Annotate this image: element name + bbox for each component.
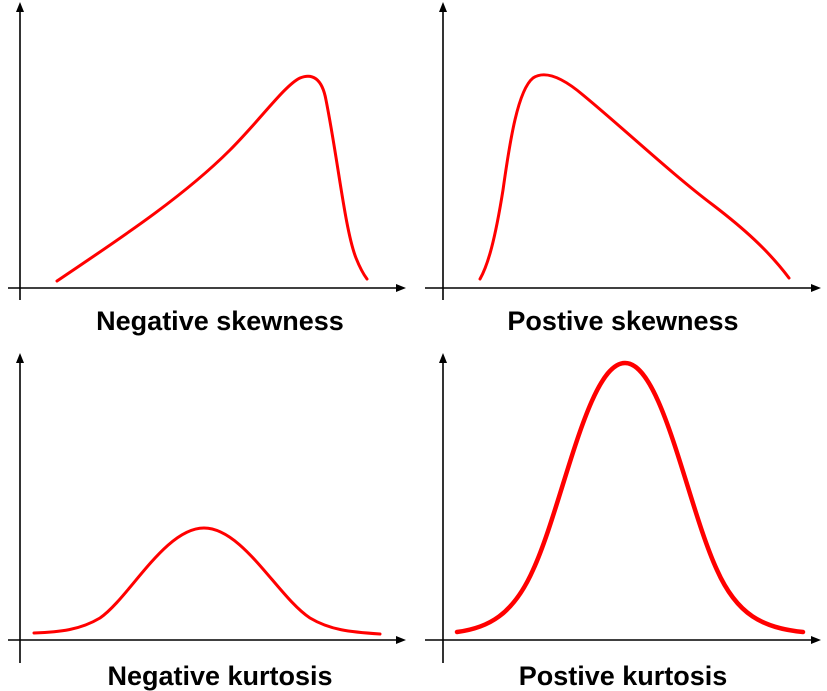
y-axis-arrow — [439, 2, 447, 12]
x-axis-arrow — [396, 284, 406, 292]
panel-negative-kurtosis: Negative kurtosis — [0, 345, 413, 691]
caption-positive-skewness: Postive skewness — [507, 306, 739, 336]
positive-skewness-graph — [425, 2, 821, 300]
positive-kurtosis-graph — [425, 353, 821, 663]
y-axis-arrow — [16, 2, 24, 12]
panel-negative-skewness: Negative skewness — [0, 0, 413, 345]
x-axis-arrow — [396, 636, 406, 644]
panel-positive-skewness: Postive skewness — [413, 0, 827, 345]
x-axis-arrow — [811, 636, 821, 644]
y-axis-arrow — [439, 353, 447, 363]
panel-positive-kurtosis: Postive kurtosis — [413, 345, 827, 691]
positive-skew-curve — [478, 73, 791, 281]
caption-positive-kurtosis: Postive kurtosis — [518, 661, 728, 691]
x-axis-arrow — [811, 284, 821, 292]
negative-skew-curve — [55, 74, 369, 283]
tall-bell-curve — [454, 360, 806, 635]
flat-bell-curve — [32, 526, 382, 636]
caption-negative-kurtosis: Negative kurtosis — [107, 661, 333, 691]
negative-kurtosis-graph — [8, 353, 406, 663]
negative-skewness-graph — [8, 2, 406, 300]
y-axis-arrow — [16, 353, 24, 363]
caption-negative-skewness: Negative skewness — [96, 306, 344, 336]
